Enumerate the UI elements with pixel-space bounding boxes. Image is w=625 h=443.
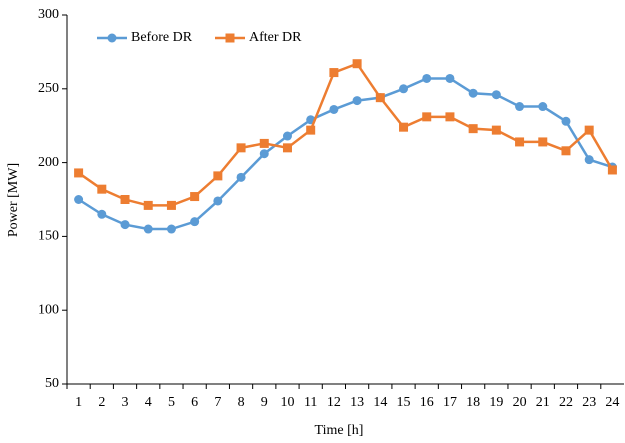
x-tick-label: 3: [122, 395, 129, 410]
marker: [190, 192, 200, 202]
x-axis-title: Time [h]: [315, 423, 364, 438]
marker: [259, 138, 269, 148]
x-tick-label: 18: [466, 395, 480, 410]
x-tick-label: 24: [605, 395, 619, 410]
legend-marker: [225, 33, 235, 43]
marker: [399, 84, 409, 94]
y-tick-label: 100: [38, 302, 59, 317]
series-line: [77, 62, 614, 207]
marker: [97, 209, 107, 219]
legend-label: After DR: [249, 30, 302, 45]
marker: [561, 146, 571, 156]
marker: [143, 200, 153, 210]
marker: [74, 168, 84, 178]
marker: [143, 224, 153, 234]
marker: [607, 165, 617, 175]
marker: [97, 184, 107, 194]
x-tick-label: 12: [327, 395, 341, 410]
x-tick-label: 7: [214, 395, 221, 410]
marker: [375, 93, 385, 103]
marker: [282, 143, 292, 153]
x-tick-label: 13: [350, 395, 364, 410]
marker: [584, 125, 594, 135]
legend-label: Before DR: [131, 30, 193, 45]
marker: [468, 88, 478, 98]
x-tick-label: 2: [98, 395, 105, 410]
marker: [74, 195, 84, 204]
marker: [166, 200, 176, 210]
x-tick-label: 16: [420, 395, 434, 410]
marker: [213, 196, 223, 206]
x-tick-label: 4: [145, 395, 152, 410]
x-tick-label: 14: [373, 395, 387, 410]
marker: [491, 125, 501, 135]
x-tick-label: 9: [261, 395, 268, 410]
marker: [352, 96, 362, 106]
x-tick-label: 21: [536, 395, 550, 410]
marker: [445, 112, 455, 122]
marker: [120, 195, 130, 204]
y-axis-title: Power [MW]: [6, 163, 21, 237]
marker: [584, 155, 594, 165]
marker: [236, 143, 246, 153]
marker: [399, 122, 409, 132]
x-tick-label: 8: [238, 395, 245, 410]
marker: [538, 137, 548, 147]
x-tick-label: 1: [75, 395, 82, 410]
x-tick-label: 23: [582, 395, 596, 410]
marker: [468, 124, 478, 134]
marker: [445, 73, 455, 83]
marker: [190, 217, 200, 227]
y-tick-label: 300: [38, 7, 59, 22]
marker: [491, 90, 501, 100]
marker: [329, 68, 339, 78]
x-tick-label: 22: [559, 395, 573, 410]
marker: [329, 104, 339, 114]
marker: [120, 220, 130, 230]
marker: [515, 137, 525, 147]
marker: [282, 131, 292, 141]
marker: [259, 149, 269, 159]
marker: [306, 125, 316, 135]
x-tick-label: 19: [489, 395, 503, 410]
marker: [515, 102, 525, 112]
marker: [561, 116, 571, 126]
y-tick-label: 200: [38, 155, 59, 170]
legend-marker: [107, 33, 117, 43]
marker: [422, 112, 432, 122]
x-tick-label: 11: [304, 395, 317, 410]
x-tick-label: 5: [168, 395, 175, 410]
x-tick-label: 20: [513, 395, 527, 410]
x-tick-label: 17: [443, 395, 457, 410]
x-tick-label: 15: [397, 395, 411, 410]
x-tick-label: 10: [280, 395, 294, 410]
marker: [538, 102, 548, 112]
x-tick-label: 6: [191, 395, 198, 410]
y-tick-label: 50: [45, 376, 59, 391]
marker: [166, 224, 176, 234]
marker: [213, 171, 223, 181]
y-tick-label: 150: [38, 229, 59, 244]
y-tick-label: 250: [38, 81, 59, 96]
marker: [236, 172, 246, 182]
marker: [422, 73, 432, 83]
marker: [352, 59, 362, 69]
